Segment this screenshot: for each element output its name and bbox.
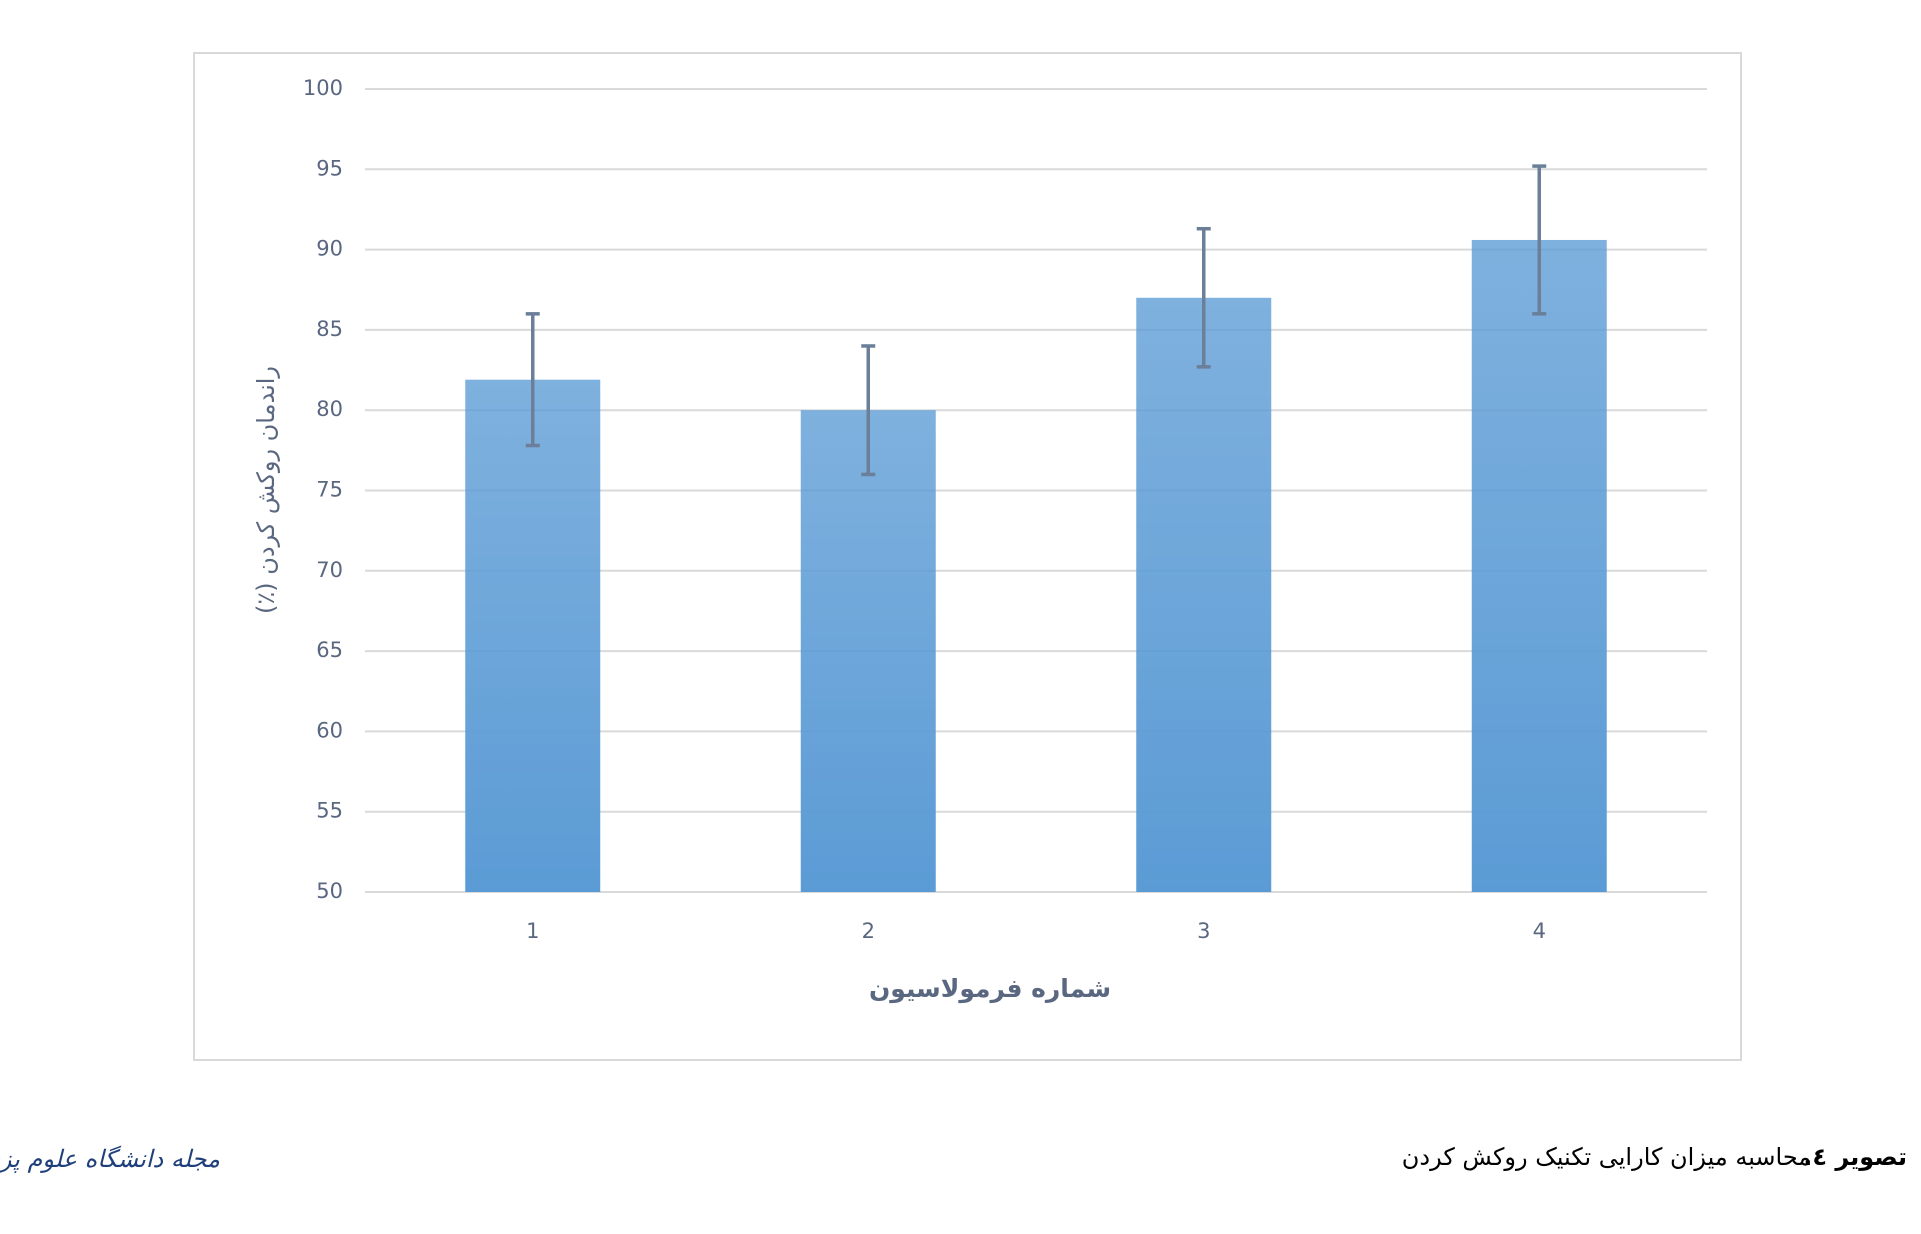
- y-tick-label: 100: [303, 76, 343, 100]
- bar: [800, 410, 936, 892]
- x-tick-label: 2: [862, 919, 875, 943]
- x-axis-label: شماره فرمولاسیون: [869, 974, 1111, 1004]
- journal-logo: مجله دانشگاه علوم پزشکی گیلان: [0, 1145, 220, 1173]
- x-tick-label: 1: [526, 919, 539, 943]
- bar: [465, 379, 601, 892]
- y-tick-label: 55: [316, 799, 343, 823]
- y-tick-label: 80: [316, 397, 343, 421]
- plot: 50 55 60 65 70 75 80 85 90 95 100 1 2 3 4: [303, 76, 1707, 943]
- y-tick-label: 85: [316, 317, 343, 341]
- y-tick-label: 65: [316, 638, 343, 662]
- y-axis-label: راندمان روکش کردن (٪): [252, 366, 280, 614]
- x-tick-label: 4: [1533, 919, 1546, 943]
- y-tick-label: 95: [316, 156, 343, 180]
- bar: [1471, 239, 1607, 893]
- caption-label: تصویر ٤.: [1803, 1143, 1907, 1171]
- y-tick-label: 75: [316, 478, 343, 502]
- y-tick-label: 90: [316, 237, 343, 261]
- x-tick-label: 3: [1197, 919, 1210, 943]
- y-tick-label: 50: [316, 879, 343, 903]
- y-tick-label: 60: [316, 718, 343, 742]
- y-tick-label: 70: [316, 558, 343, 582]
- caption: تصویر ٤.محاسبه میزان کارایی تکنیک روکش ک…: [1402, 1143, 1907, 1171]
- bar: [1136, 297, 1272, 892]
- caption-text: محاسبه میزان کارایی تکنیک روکش کردن: [1402, 1143, 1811, 1171]
